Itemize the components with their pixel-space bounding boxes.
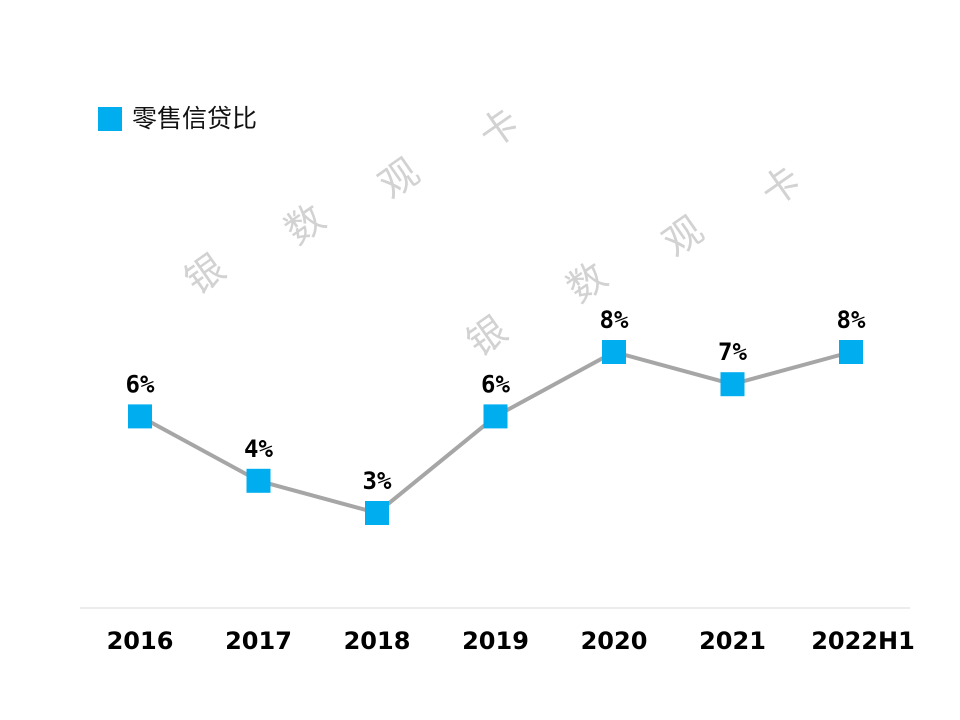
data-point-marker bbox=[246, 468, 271, 493]
x-tick-label: 2022H1 bbox=[811, 627, 915, 655]
data-point-marker bbox=[839, 340, 863, 364]
data-point-marker bbox=[128, 404, 152, 429]
x-tick-label: 2020 bbox=[581, 627, 648, 655]
x-tick-label: 2016 bbox=[107, 627, 174, 655]
legend-label: 零售信贷比 bbox=[132, 104, 258, 133]
data-point-marker bbox=[720, 372, 745, 397]
x-tick-label: 2018 bbox=[344, 627, 411, 655]
legend: 零售信贷比 bbox=[98, 106, 257, 131]
x-tick-label: 2021 bbox=[699, 627, 766, 655]
legend-swatch bbox=[98, 106, 122, 131]
data-label: 8% bbox=[600, 306, 629, 334]
data-point-marker bbox=[602, 340, 626, 364]
data-label: 6% bbox=[481, 370, 510, 398]
series-marks: 6% 4% 3% 6% 8% 7% 8% bbox=[126, 306, 866, 525]
x-tick-label: 2019 bbox=[462, 627, 529, 655]
x-axis-ticks: 2016 2017 2018 2019 2020 2021 2022H1 bbox=[107, 627, 915, 655]
data-label: 8% bbox=[837, 306, 866, 334]
data-label: 6% bbox=[126, 370, 155, 398]
data-point-marker bbox=[365, 501, 389, 525]
x-tick-label: 2017 bbox=[225, 627, 292, 655]
data-label: 7% bbox=[718, 338, 747, 366]
data-label: 4% bbox=[244, 435, 273, 463]
data-point-marker bbox=[483, 404, 508, 429]
data-label: 3% bbox=[363, 467, 392, 495]
